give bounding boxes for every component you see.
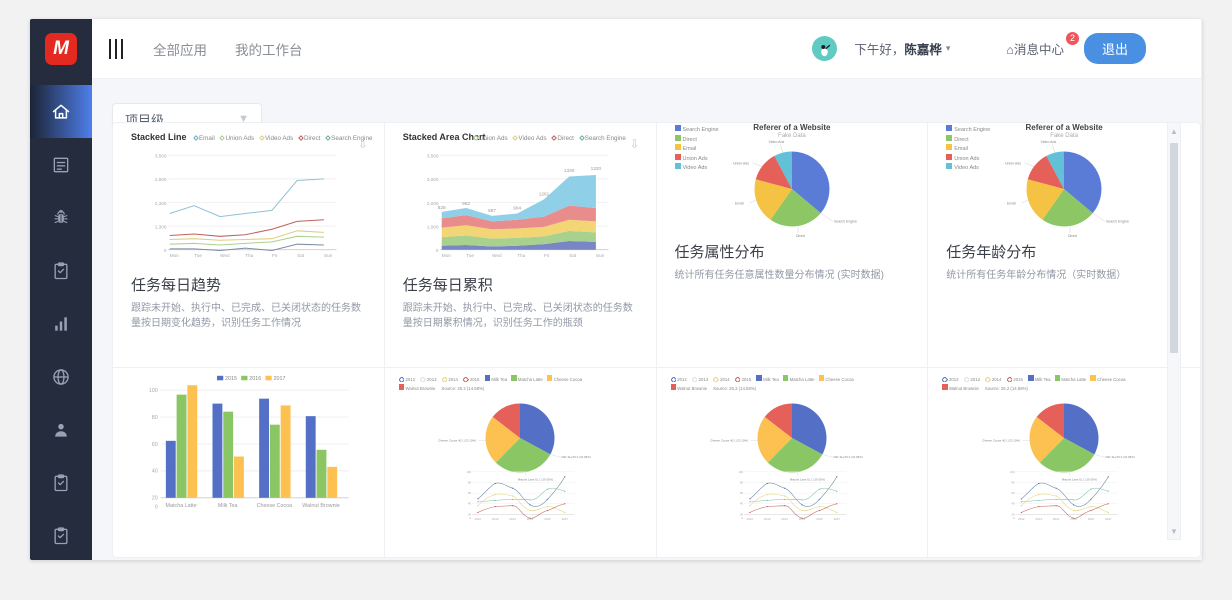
svg-text:2017: 2017 [561, 517, 568, 521]
svg-text:60: 60 [739, 491, 743, 495]
svg-text:Fri: Fri [272, 253, 278, 259]
svg-text:2012: 2012 [474, 517, 481, 521]
svg-text:0: 0 [741, 516, 743, 520]
svg-text:100: 100 [738, 470, 743, 474]
svg-text:Cheese Cocoa 40.1 (23.19%): Cheese Cocoa 40.1 (23.19%) [982, 438, 1020, 442]
svg-text:2012: 2012 [746, 517, 753, 521]
svg-text:2013: 2013 [492, 517, 499, 521]
svg-text:2017: 2017 [1105, 517, 1112, 521]
svg-text:Union Ads: Union Ads [733, 162, 749, 166]
svg-text:Cheese Cocoa: Cheese Cocoa [257, 503, 293, 509]
svg-text:2013: 2013 [764, 517, 771, 521]
svg-text:Wed: Wed [492, 253, 502, 259]
svg-text:80: 80 [739, 480, 743, 484]
svg-text:60: 60 [1012, 491, 1016, 495]
svg-text:20: 20 [152, 496, 158, 502]
svg-text:Direct: Direct [796, 234, 805, 238]
svg-text:Sun: Sun [324, 253, 333, 259]
svg-text:100: 100 [466, 470, 471, 474]
svg-text:Mon: Mon [170, 253, 180, 259]
svg-text:100: 100 [149, 388, 158, 394]
svg-text:60: 60 [152, 442, 158, 448]
svg-text:0: 0 [1013, 516, 1015, 520]
svg-text:0: 0 [155, 505, 158, 511]
svg-text:828: 828 [438, 205, 446, 211]
svg-text:904: 904 [513, 206, 521, 212]
svg-text:2014: 2014 [509, 517, 516, 521]
svg-text:2015: 2015 [225, 376, 237, 382]
svg-text:80: 80 [1012, 480, 1016, 484]
svg-text:0: 0 [436, 248, 439, 254]
svg-text:Milk Tea 56.3 (32.98%): Milk Tea 56.3 (32.98%) [833, 455, 862, 459]
svg-text:2017: 2017 [833, 517, 840, 521]
svg-text:0: 0 [164, 248, 167, 254]
svg-text:Milk Tea 56.3 (32.98%): Milk Tea 56.3 (32.98%) [1106, 455, 1135, 459]
svg-text:2013: 2013 [1036, 517, 1043, 521]
svg-text:40: 40 [1012, 501, 1016, 505]
svg-text:Wed: Wed [220, 253, 230, 259]
svg-text:40: 40 [739, 501, 743, 505]
svg-text:2014: 2014 [1053, 517, 1060, 521]
svg-text:Milk Tea: Milk Tea [218, 503, 238, 509]
svg-text:2016: 2016 [249, 376, 261, 382]
svg-text:Sat: Sat [297, 253, 305, 259]
svg-text:Cheese Cocoa 40.1 (23.19%): Cheese Cocoa 40.1 (23.19%) [438, 438, 476, 442]
svg-text:Video Ads: Video Ads [768, 140, 784, 144]
svg-text:962: 962 [462, 201, 470, 207]
svg-text:Fri: Fri [544, 253, 550, 259]
svg-text:1,000: 1,000 [426, 224, 438, 230]
svg-text:Video Ads: Video Ads [1041, 140, 1057, 144]
svg-text:1330: 1330 [564, 168, 575, 174]
svg-text:Tue: Tue [466, 253, 474, 259]
svg-text:40: 40 [152, 469, 158, 475]
svg-text:3,500: 3,500 [426, 154, 438, 160]
svg-text:Search Engine: Search Engine [834, 220, 857, 224]
svg-text:Milk Tea 56.3 (32.98%): Milk Tea 56.3 (32.98%) [562, 455, 591, 459]
svg-text:2017: 2017 [273, 376, 285, 382]
svg-text:2016: 2016 [544, 517, 551, 521]
svg-text:Direct: Direct [1068, 234, 1077, 238]
svg-text:80: 80 [152, 415, 158, 421]
svg-text:Tue: Tue [194, 253, 202, 259]
svg-text:100: 100 [1010, 470, 1015, 474]
svg-text:40: 40 [468, 501, 472, 505]
svg-text:Matcha Latte: Matcha Latte [166, 503, 197, 509]
svg-text:Email: Email [735, 202, 744, 206]
svg-text:2,300: 2,300 [155, 201, 167, 207]
svg-text:Thu: Thu [517, 253, 526, 259]
svg-text:Walnut Brownie: Walnut Brownie [302, 503, 339, 509]
svg-text:2016: 2016 [1088, 517, 1095, 521]
svg-text:80: 80 [468, 480, 472, 484]
svg-text:60: 60 [468, 491, 472, 495]
svg-text:1,300: 1,300 [155, 224, 167, 230]
svg-text:887: 887 [488, 208, 496, 214]
svg-text:0: 0 [469, 516, 471, 520]
svg-text:Union Ads: Union Ads [1005, 162, 1021, 166]
svg-text:Email: Email [1007, 202, 1016, 206]
svg-text:Sat: Sat [569, 253, 577, 259]
svg-text:Cheese Cocoa 40.1 (23.19%): Cheese Cocoa 40.1 (23.19%) [710, 438, 748, 442]
svg-text:2012: 2012 [1018, 517, 1025, 521]
svg-text:3,500: 3,500 [155, 154, 167, 160]
svg-text:1261: 1261 [538, 191, 549, 197]
svg-text:3,000: 3,000 [426, 177, 438, 183]
svg-text:2,900: 2,900 [155, 177, 167, 183]
svg-text:2014: 2014 [781, 517, 788, 521]
svg-text:Thu: Thu [245, 253, 254, 259]
svg-text:Mon: Mon [441, 253, 451, 259]
svg-text:1320: 1320 [590, 166, 601, 172]
svg-text:Search Engine: Search Engine [1106, 220, 1129, 224]
svg-text:Sun: Sun [596, 253, 605, 259]
svg-text:2016: 2016 [816, 517, 823, 521]
